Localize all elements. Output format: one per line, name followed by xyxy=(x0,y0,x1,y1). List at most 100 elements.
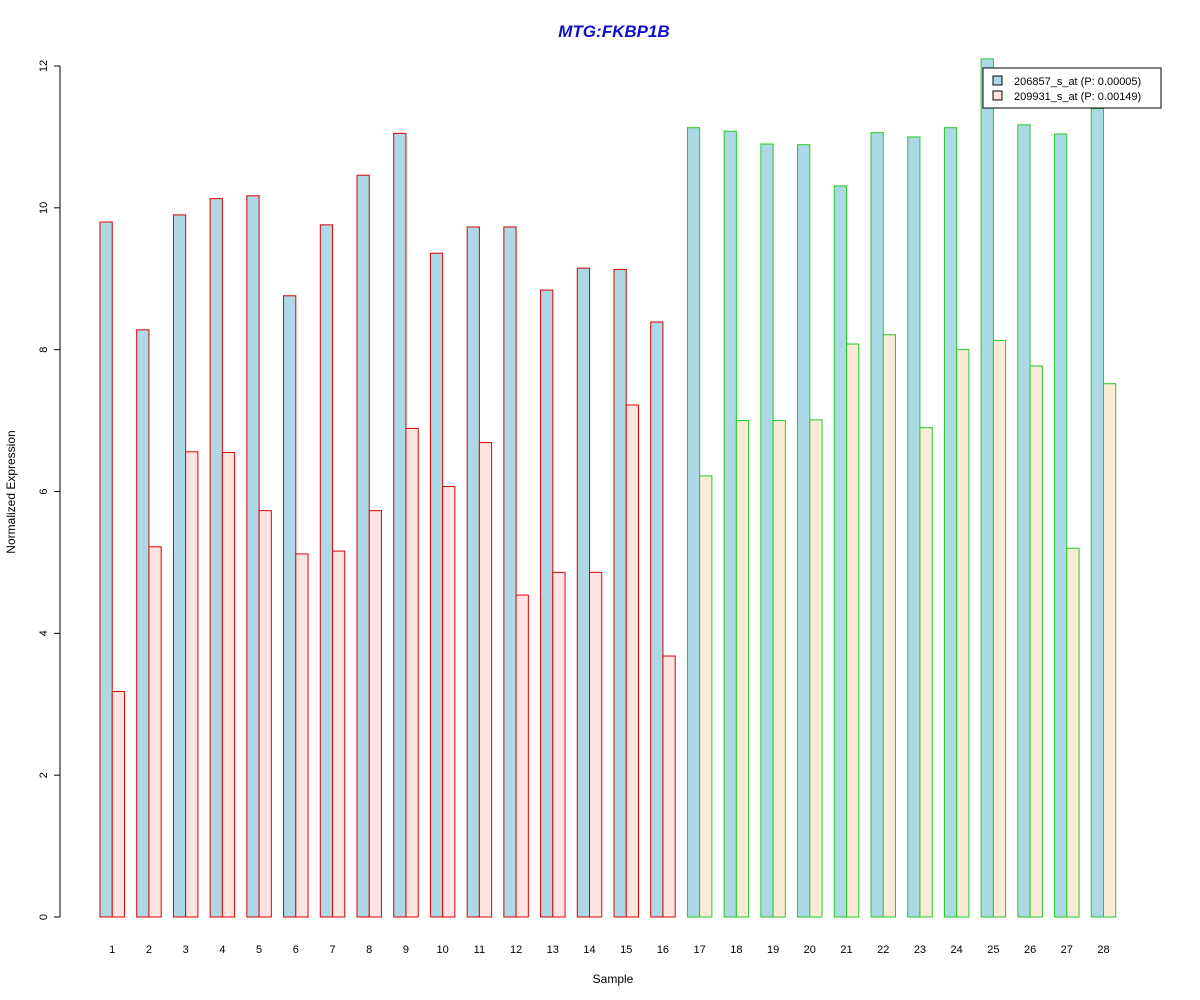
x-axis-label: Sample xyxy=(593,972,634,986)
x-tick-label-28: 28 xyxy=(1097,944,1109,956)
bar-sample-4-series-2 xyxy=(221,451,236,918)
x-tick-label-20: 20 xyxy=(804,944,816,956)
x-axis-tick-labels: 1 2 3 4 5 6 7 8 9 10 11 12 13 14 15 16 17 18 19 20 21 22 23 24 2… xyxy=(109,944,1109,956)
x-tick-label-25: 25 xyxy=(987,944,999,956)
y-tick-label: 12 xyxy=(38,60,50,72)
bar-sample-23-series-2 xyxy=(919,427,933,918)
x-tick-label-16: 16 xyxy=(657,944,669,956)
bar-sample-15-series-1 xyxy=(613,269,627,918)
x-tick-label-9: 9 xyxy=(403,944,409,956)
x-tick-label-17: 17 xyxy=(694,944,706,956)
x-tick-label-11: 11 xyxy=(474,944,485,956)
bar-sample-14-series-1 xyxy=(576,267,591,918)
bar-sample-9-series-2 xyxy=(405,427,419,918)
bar-sample-11-series-2 xyxy=(478,442,493,918)
y-tick-label: 2 xyxy=(38,772,50,778)
bar-sample-7-series-1 xyxy=(319,224,334,918)
y-tick-label: 6 xyxy=(38,488,50,494)
x-tick-label-3: 3 xyxy=(183,944,189,956)
bars-group xyxy=(99,58,1117,918)
x-tick-label-14: 14 xyxy=(583,944,595,956)
y-axis-label: Normalized Expression xyxy=(4,430,18,553)
x-tick-label-7: 7 xyxy=(329,944,335,956)
x-tick-label-1: 1 xyxy=(109,944,115,956)
bar-sample-24-series-2 xyxy=(956,349,970,918)
bar-sample-12-series-2 xyxy=(515,594,529,918)
x-tick-label-23: 23 xyxy=(914,944,926,956)
bar-sample-26-series-1 xyxy=(1017,124,1031,918)
x-tick-label-15: 15 xyxy=(620,944,632,956)
x-tick-label-26: 26 xyxy=(1024,944,1036,956)
x-tick-label-18: 18 xyxy=(730,944,742,956)
y-axis: 0 2 4 6 8 10 12 xyxy=(38,60,61,920)
y-tick-label: 0 xyxy=(38,914,50,920)
bar-sample-3-series-1 xyxy=(172,214,187,918)
bar-sample-1-series-1 xyxy=(99,221,113,918)
y-tick-label: 8 xyxy=(38,347,50,353)
bar-sample-16-series-2 xyxy=(662,655,676,918)
bar-sample-15-series-2 xyxy=(625,404,639,918)
bar-sample-8-series-1 xyxy=(356,174,370,918)
bar-sample-2-series-2 xyxy=(148,546,162,918)
y-tick-label: 4 xyxy=(38,630,50,636)
bar-sample-7-series-2 xyxy=(332,550,346,918)
bar-sample-2-series-1 xyxy=(136,329,150,918)
chart-title: MTG:FKBP1B xyxy=(558,22,669,41)
bar-sample-3-series-2 xyxy=(185,451,199,918)
bar-sample-21-series-1 xyxy=(833,185,848,918)
bar-sample-13-series-1 xyxy=(540,289,554,918)
bar-sample-8-series-2 xyxy=(368,510,382,918)
bar-sample-27-series-1 xyxy=(1054,133,1068,918)
x-tick-label-6: 6 xyxy=(293,944,299,956)
x-tick-label-4: 4 xyxy=(219,944,225,956)
bar-sample-6-series-2 xyxy=(295,553,309,918)
bar-sample-10-series-1 xyxy=(429,252,444,918)
legend-box xyxy=(982,67,1162,109)
x-tick-label-12: 12 xyxy=(510,944,522,956)
legend: 206857_s_at (P: 0.00005) 209931_s_at (P:… xyxy=(982,67,1162,109)
bar-sample-12-series-1 xyxy=(503,226,517,918)
legend-swatch-series-1 xyxy=(992,75,1003,86)
legend-label-series-2: 209931_s_at (P: 0.00149) xyxy=(1014,91,1141,103)
legend-label-series-1: 206857_s_at (P: 0.00005) xyxy=(1014,76,1141,88)
bar-sample-26-series-2 xyxy=(1029,365,1043,918)
x-tick-label-24: 24 xyxy=(951,944,963,956)
bar-sample-25-series-1 xyxy=(980,58,994,918)
bar-sample-21-series-2 xyxy=(846,343,860,918)
legend-swatch-series-2 xyxy=(992,90,1003,101)
bar-sample-5-series-1 xyxy=(246,195,260,918)
bar-sample-18-series-2 xyxy=(735,420,750,918)
bar-sample-14-series-2 xyxy=(589,571,603,918)
bar-sample-13-series-2 xyxy=(552,571,566,918)
bar-sample-25-series-2 xyxy=(992,339,1007,918)
bar-sample-24-series-1 xyxy=(943,127,958,918)
bar-sample-17-series-2 xyxy=(699,475,713,918)
x-tick-label-22: 22 xyxy=(877,944,889,956)
x-tick-label-21: 21 xyxy=(840,944,852,956)
bar-sample-28-series-2 xyxy=(1103,383,1117,918)
bar-sample-20-series-1 xyxy=(797,144,811,918)
bar-sample-16-series-1 xyxy=(650,321,664,918)
bar-sample-18-series-1 xyxy=(723,130,737,918)
y-tick-label: 10 xyxy=(38,202,50,214)
bar-sample-20-series-2 xyxy=(809,419,823,918)
bar-sample-11-series-1 xyxy=(466,226,480,918)
x-tick-label-13: 13 xyxy=(547,944,559,956)
x-tick-label-5: 5 xyxy=(256,944,262,956)
bar-sample-19-series-2 xyxy=(772,420,786,918)
bar-sample-27-series-2 xyxy=(1066,547,1080,918)
x-tick-label-19: 19 xyxy=(767,944,779,956)
bar-sample-5-series-2 xyxy=(258,510,272,918)
bar-sample-1-series-2 xyxy=(111,690,125,918)
bar-sample-10-series-2 xyxy=(442,486,456,918)
bar-sample-9-series-1 xyxy=(393,132,407,918)
bar-sample-19-series-1 xyxy=(760,143,774,918)
x-tick-label-10: 10 xyxy=(437,944,449,956)
bar-sample-22-series-1 xyxy=(870,132,884,918)
x-tick-label-2: 2 xyxy=(146,944,152,956)
bar-sample-22-series-2 xyxy=(882,334,896,918)
bar-sample-23-series-1 xyxy=(907,136,921,918)
x-tick-label-8: 8 xyxy=(366,944,372,956)
x-tick-label-27: 27 xyxy=(1061,944,1073,956)
